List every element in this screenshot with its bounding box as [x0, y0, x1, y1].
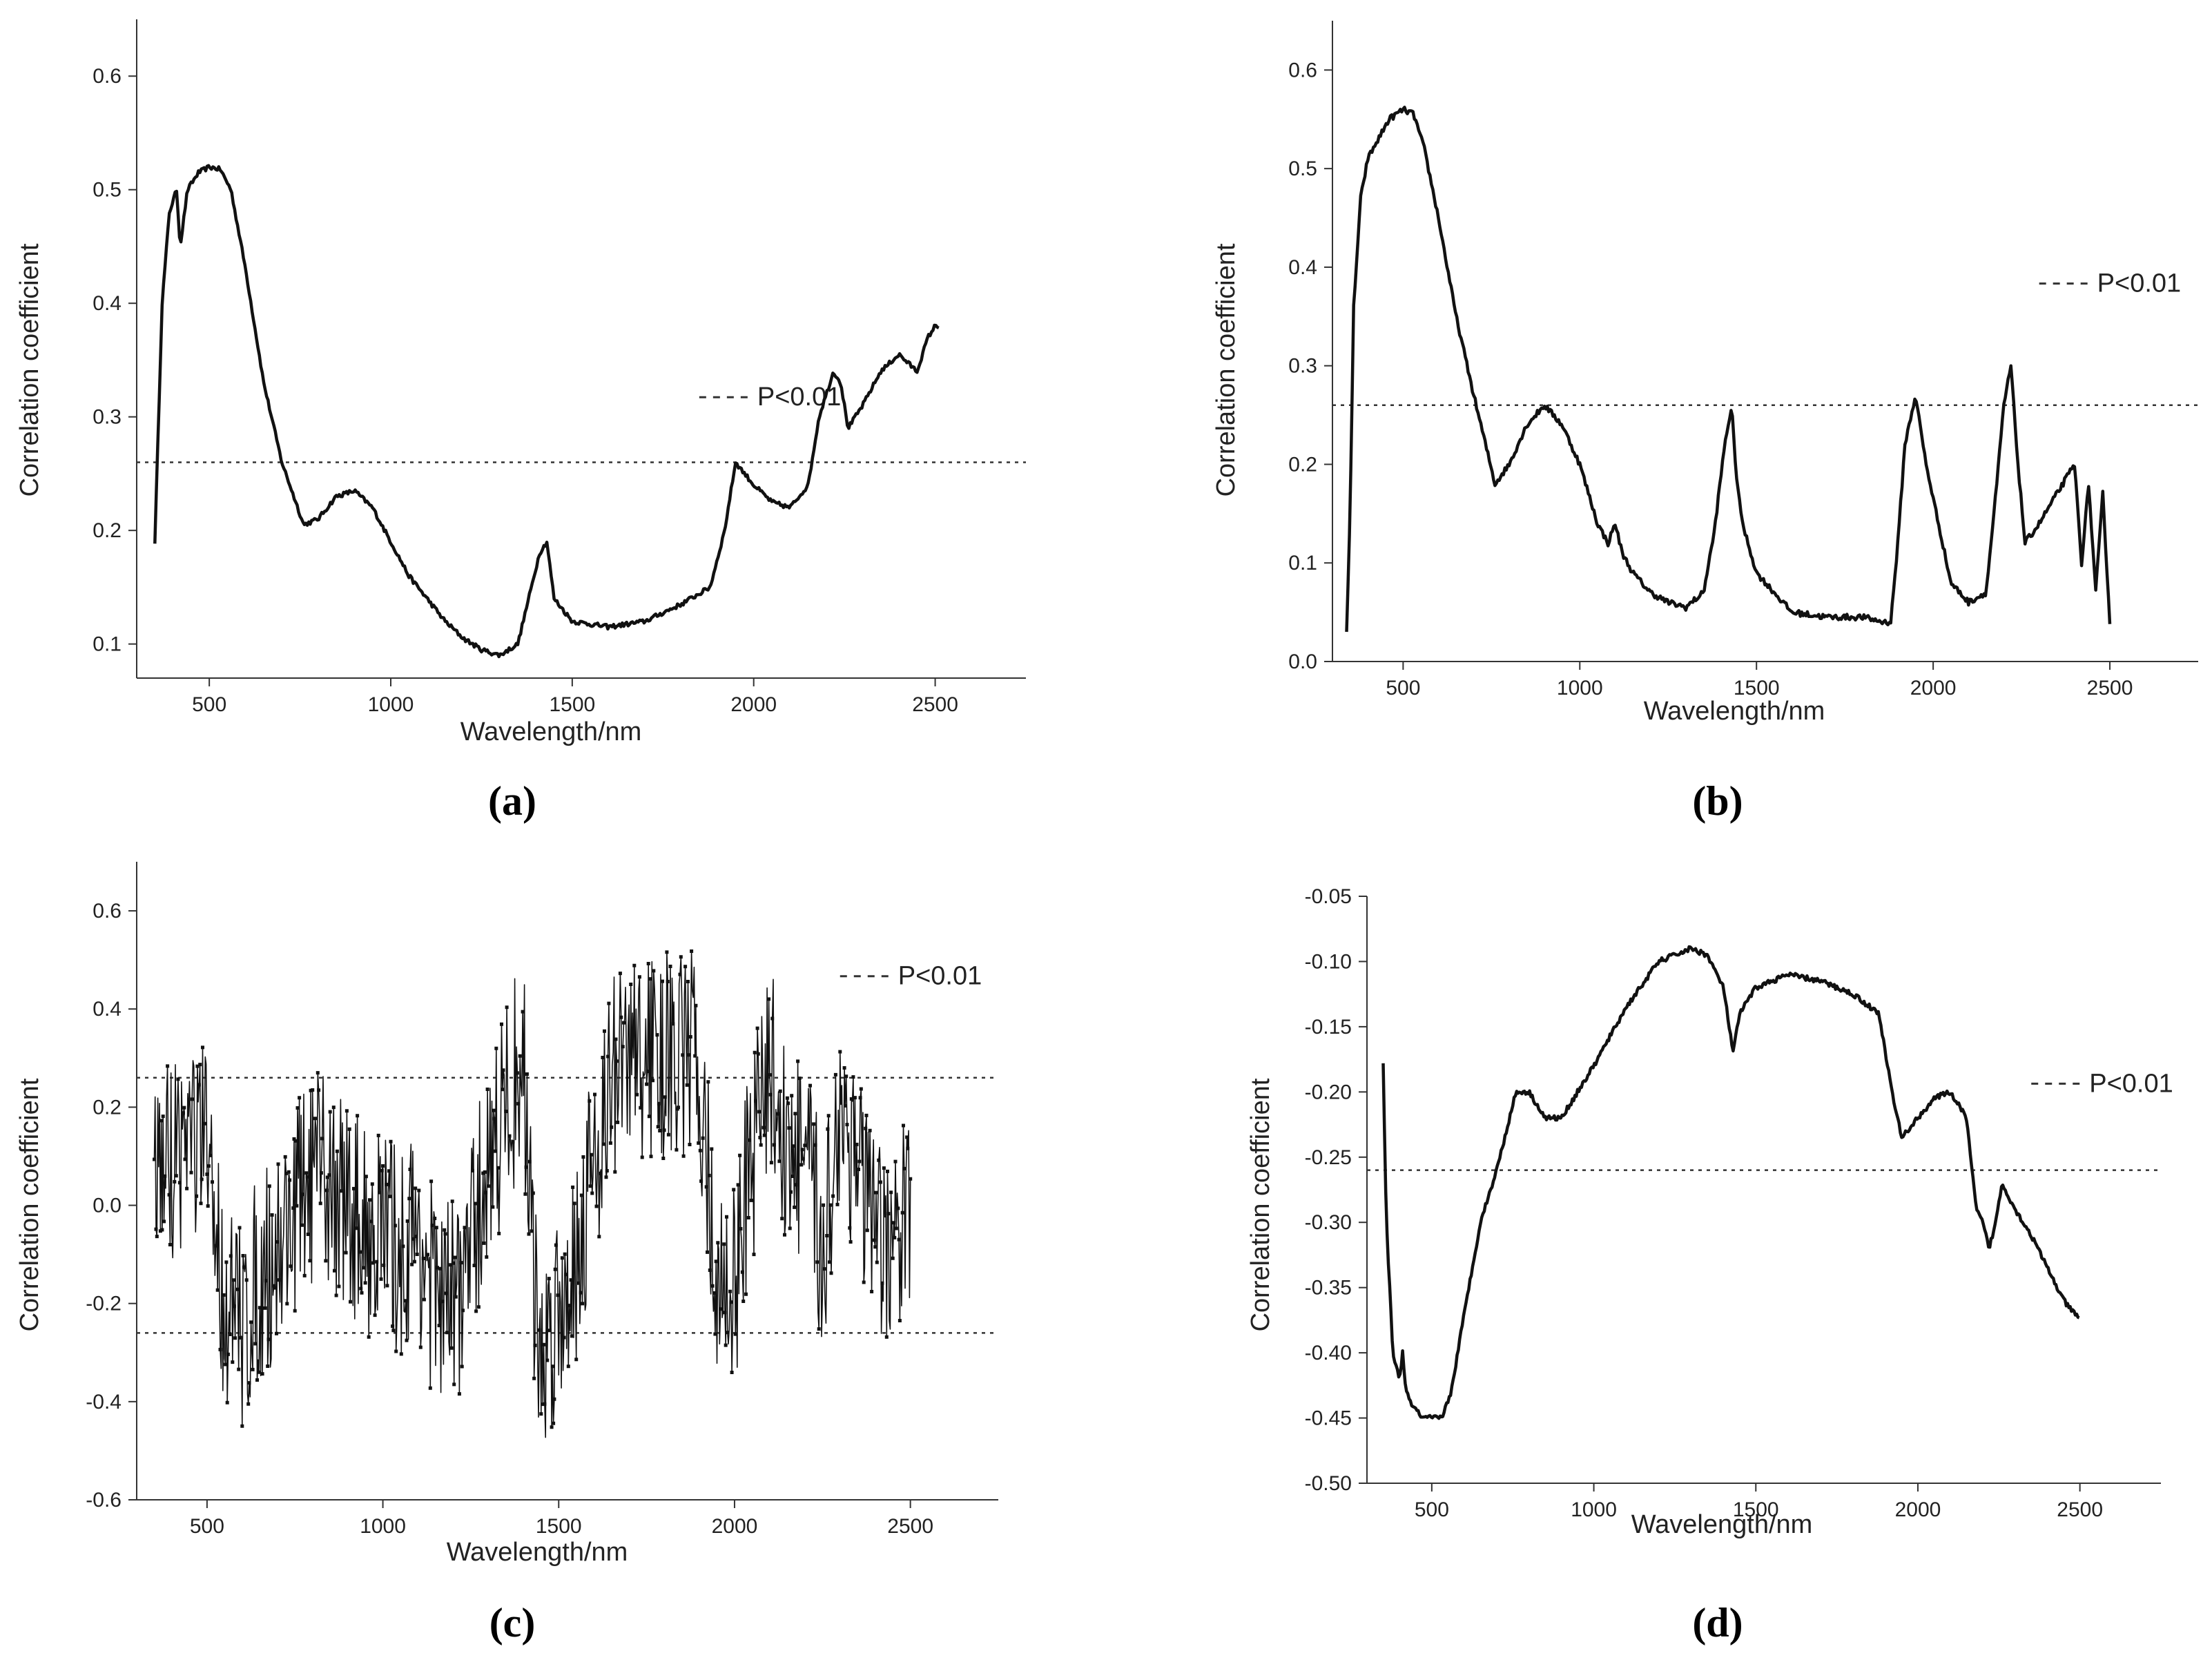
x-tick-label-b: 1500 — [1734, 677, 1780, 699]
y-axis-label-d: Correlation coefficient — [1246, 1078, 1275, 1331]
x-tick-label-d: 500 — [1415, 1498, 1449, 1521]
y-tick-label-b: 0.2 — [1288, 453, 1317, 476]
y-tick-label-d: -0.10 — [1305, 950, 1352, 973]
legend-label-c: P<0.01 — [898, 962, 982, 991]
y-tick-label-c: 0.4 — [93, 998, 122, 1021]
x-tick-label-b: 500 — [1386, 677, 1420, 699]
plot-area-c: 500 1000 1500 2000 2500 -0.6 -0.4 -0.2 0.0 0.2 0.4… — [86, 862, 998, 1538]
legend-label-b: P<0.01 — [2097, 269, 2182, 298]
series-line-b — [1345, 106, 2112, 633]
y-tick-label-d: -0.30 — [1305, 1211, 1352, 1234]
x-tick-label-d: 2000 — [1895, 1498, 1941, 1521]
x-tick-label-a: 1000 — [368, 693, 414, 716]
x-tick-label-a: 2000 — [730, 693, 777, 716]
panel-d: 500 1000 1500 2000 2500 -0.50 -0.45 -0.40 -0.35 -… — [1246, 885, 2173, 1645]
x-tick-label-b: 2500 — [2087, 677, 2133, 699]
plot-area-d: 500 1000 1500 2000 2500 -0.50 -0.45 -0.40 -0.35 -… — [1305, 885, 2173, 1521]
plot-area-b: 500 1000 1500 2000 2500 0.0 0.1 0.2 0.3 0.4 0.5 0.6… — [1288, 21, 2198, 699]
y-tick-label-c: 0.2 — [93, 1096, 122, 1119]
y-tick-label-b: 0.6 — [1288, 59, 1317, 81]
y-tick-label-d: -0.40 — [1305, 1342, 1352, 1364]
y-tick-label-a: 0.6 — [93, 65, 122, 88]
x-tick-label-b: 1000 — [1557, 677, 1603, 699]
y-tick-label-d: -0.50 — [1305, 1472, 1352, 1495]
legend-label-a: P<0.01 — [757, 383, 842, 412]
y-tick-label-d: -0.20 — [1305, 1081, 1352, 1103]
series-line-c — [153, 950, 911, 1438]
panel-c: 500 1000 1500 2000 2500 -0.6 -0.4 -0.2 0.0 0.2 0.4… — [15, 862, 998, 1645]
y-tick-label-d: -0.25 — [1305, 1146, 1352, 1169]
y-tick-label-b: 0.3 — [1288, 355, 1317, 378]
x-tick-label-d: 2500 — [2057, 1498, 2103, 1521]
y-tick-label-c: -0.4 — [86, 1391, 122, 1413]
x-axis-label-d: Wavelength/nm — [1631, 1510, 1813, 1539]
y-tick-label-a: 0.3 — [93, 406, 122, 429]
y-axis-label-a: Correlation coefficient — [15, 243, 44, 496]
x-tick-label-c: 1500 — [536, 1515, 582, 1538]
x-tick-label-c: 2500 — [887, 1515, 933, 1538]
y-tick-label-a: 0.5 — [93, 179, 122, 202]
y-tick-label-d: -0.35 — [1305, 1277, 1352, 1300]
y-tick-label-c: 0.6 — [93, 900, 122, 923]
x-tick-label-d: 1500 — [1733, 1498, 1779, 1521]
y-tick-label-c: 0.0 — [93, 1195, 122, 1217]
panel-a: 500 1000 1500 2000 2500 0.1 0.2 0.3 0.4 0.5 0.6 P<0… — [15, 19, 1026, 824]
y-tick-label-d: -0.45 — [1305, 1407, 1352, 1430]
y-tick-label-c: -0.6 — [86, 1489, 122, 1512]
y-tick-label-b: 0.4 — [1288, 256, 1317, 279]
series-line-d — [1381, 945, 2080, 1420]
x-tick-label-c: 500 — [190, 1515, 224, 1538]
x-tick-label-a: 2500 — [912, 693, 958, 716]
plot-area-a: 500 1000 1500 2000 2500 0.1 0.2 0.3 0.4 0.5 0.6 P<0… — [93, 19, 1026, 716]
panel-b: 500 1000 1500 2000 2500 0.0 0.1 0.2 0.3 0.4 0.5 0.6… — [1212, 21, 2198, 824]
y-tick-label-c: -0.2 — [86, 1293, 122, 1315]
caption-c: (c) — [489, 1600, 536, 1645]
y-tick-label-b: 0.1 — [1288, 552, 1317, 575]
x-axis-label-c: Wavelength/nm — [447, 1538, 628, 1567]
x-tick-label-d: 1000 — [1571, 1498, 1617, 1521]
y-tick-label-a: 0.4 — [93, 292, 122, 315]
x-axis-label-b: Wavelength/nm — [1644, 697, 1825, 726]
legend-label-d: P<0.01 — [2089, 1069, 2173, 1098]
x-tick-label-a: 1500 — [549, 693, 595, 716]
y-tick-label-d: -0.05 — [1305, 885, 1352, 908]
x-tick-label-a: 500 — [192, 693, 226, 716]
caption-a: (a) — [488, 778, 536, 824]
x-tick-label-c: 2000 — [712, 1515, 758, 1538]
y-tick-label-b: 0.0 — [1288, 650, 1317, 673]
x-axis-label-a: Wavelength/nm — [460, 717, 642, 746]
y-tick-label-a: 0.1 — [93, 633, 122, 656]
series-line-a — [153, 164, 940, 659]
caption-b: (b) — [1692, 778, 1743, 824]
y-axis-label-b: Correlation coefficient — [1212, 243, 1241, 496]
y-axis-label-c: Correlation coefficient — [15, 1078, 44, 1331]
x-tick-label-b: 2000 — [1910, 677, 1957, 699]
y-tick-label-d: -0.15 — [1305, 1016, 1352, 1039]
caption-d: (d) — [1692, 1600, 1743, 1645]
y-tick-label-b: 0.5 — [1288, 157, 1317, 180]
y-tick-label-a: 0.2 — [93, 519, 122, 542]
x-tick-label-c: 1000 — [360, 1515, 406, 1538]
